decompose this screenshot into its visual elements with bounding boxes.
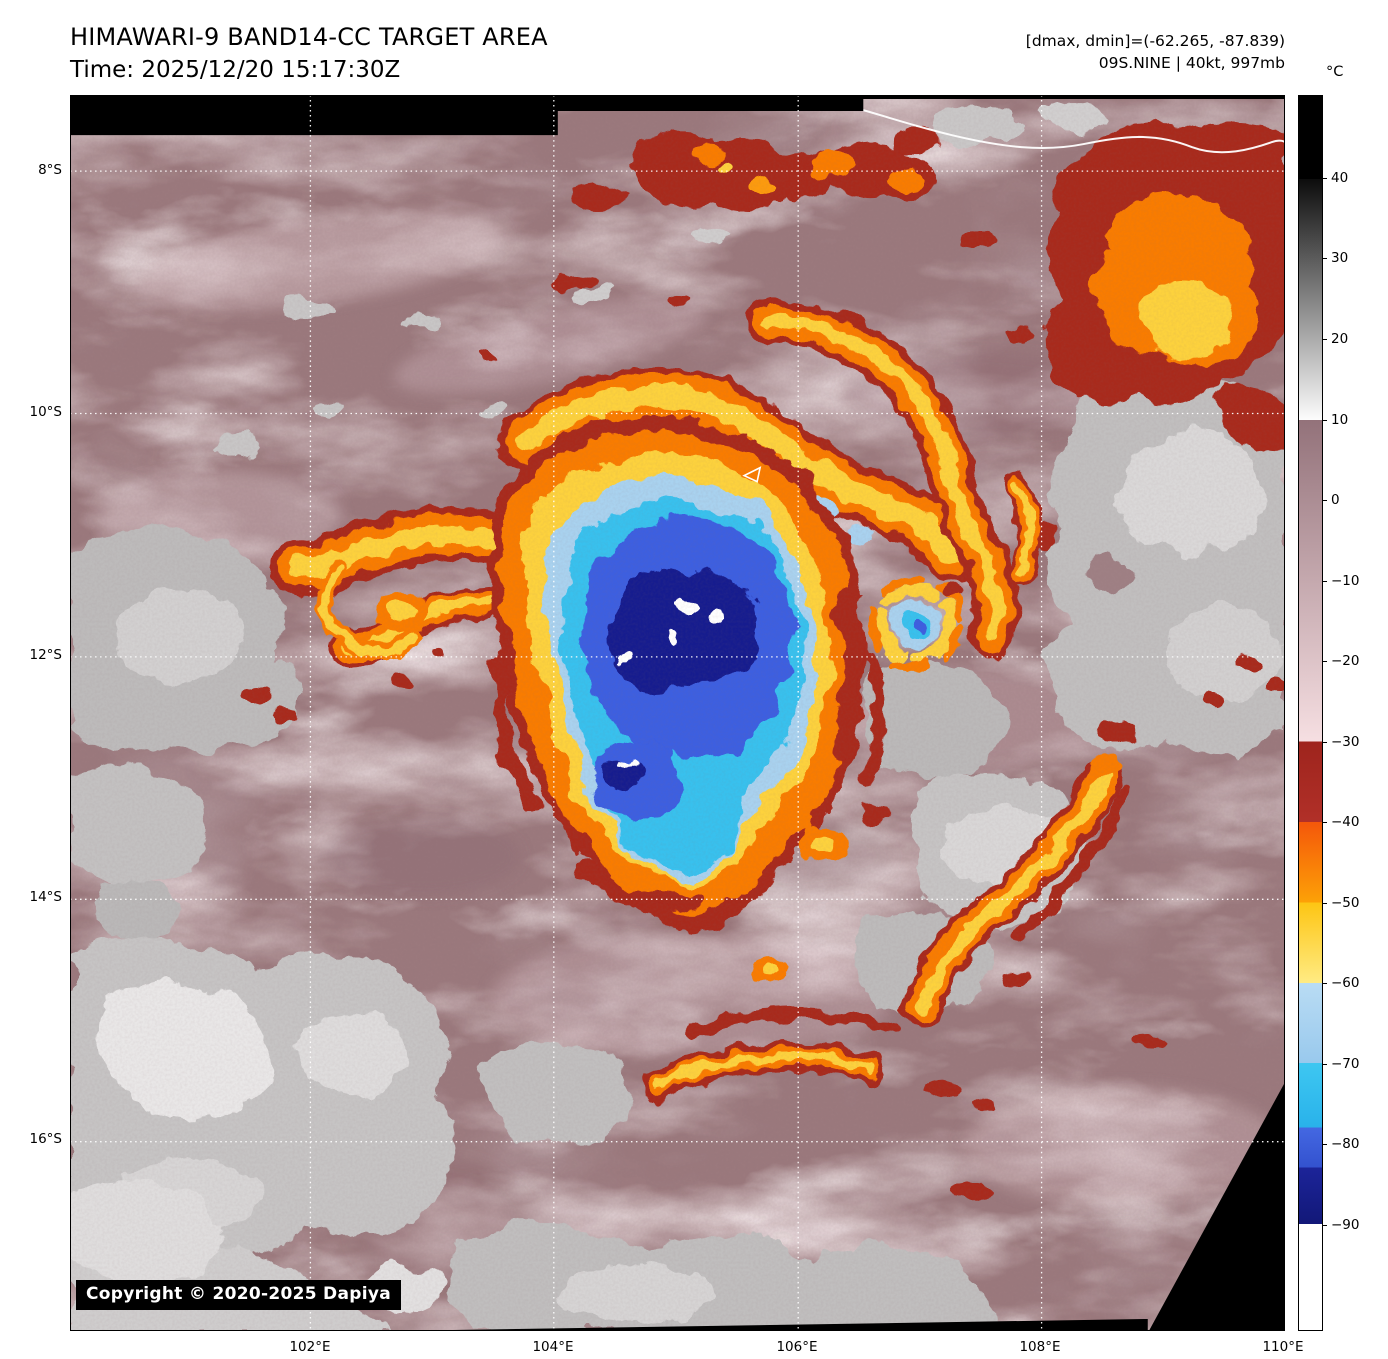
colorbar-tick-mark xyxy=(1323,177,1327,179)
colorbar-gradient xyxy=(1299,96,1322,1330)
product-time: Time: 2025/12/20 15:17:30Z xyxy=(70,57,401,83)
product-title: HIMAWARI-9 BAND14-CC TARGET AREA xyxy=(70,23,548,51)
colorbar-tick-mark xyxy=(1323,258,1327,260)
colorbar-tick-label: 40 xyxy=(1331,169,1349,186)
colorbar-tick-mark xyxy=(1323,500,1327,502)
colorbar-tick-label: −20 xyxy=(1331,653,1360,670)
colorbar-tick-label: 0 xyxy=(1331,492,1340,509)
colorbar-tick-mark xyxy=(1323,822,1327,824)
colorbar-tick-label: −90 xyxy=(1331,1216,1360,1233)
colorbar-tick-mark xyxy=(1323,983,1327,985)
lon-tick-label: 110°E xyxy=(1262,1339,1304,1355)
lat-tick-label: 14°S xyxy=(29,889,63,905)
dmax-dmin-readout: [dmax, dmin]=(-62.265, -87.839) xyxy=(1025,32,1285,50)
colorbar-tick-mark xyxy=(1323,419,1327,421)
scan-edges xyxy=(71,96,1284,1330)
colorbar-tick-mark xyxy=(1323,580,1327,582)
storm-center-marker xyxy=(742,466,762,483)
colorbar-tick-mark xyxy=(1323,1063,1327,1065)
coastline xyxy=(813,96,1284,154)
colorbar-tick-mark xyxy=(1323,902,1327,904)
colorbar-tick-mark xyxy=(1323,741,1327,743)
colorbar-tick-label: 10 xyxy=(1331,411,1349,428)
storm-readout: [dmax, dmin]=(-62.265, -87.839) 09S.NINE… xyxy=(1026,30,1285,74)
colorbar-tick-label: 20 xyxy=(1331,330,1349,347)
colorbar-tick-label: −50 xyxy=(1331,894,1360,911)
pixel-grain xyxy=(71,96,1284,1330)
colorbar-unit-label: °C xyxy=(1326,64,1344,80)
colorbar-tick-label: −10 xyxy=(1331,572,1360,589)
colorbar-tick-label: −40 xyxy=(1331,814,1360,831)
colorbar-tick-label: −60 xyxy=(1331,975,1360,992)
colorbar-tick-mark xyxy=(1323,1144,1327,1146)
copyright-badge: Copyright © 2020-2025 Dapiya xyxy=(76,1280,401,1310)
lat-tick-label: 16°S xyxy=(29,1131,63,1147)
satellite-map: Copyright © 2020-2025 Dapiya xyxy=(70,95,1285,1331)
lon-tick-label: 104°E xyxy=(532,1339,574,1355)
colorbar-tick-label: −30 xyxy=(1331,733,1360,750)
lat-tick-label: 10°S xyxy=(29,404,63,420)
header-titles: HIMAWARI-9 BAND14-CC TARGET AREA Time: 2… xyxy=(70,20,548,86)
colorbar-tick-mark xyxy=(1323,661,1327,663)
storm-id-intensity: 09S.NINE | 40kt, 997mb xyxy=(1098,54,1285,72)
lon-tick-label: 106°E xyxy=(776,1339,818,1355)
colorbar-tick-mark xyxy=(1323,338,1327,340)
satellite-scene xyxy=(71,96,1284,1330)
colorbar-tick-label: −70 xyxy=(1331,1055,1360,1072)
lon-tick-label: 108°E xyxy=(1019,1339,1061,1355)
graticule xyxy=(71,96,1284,1330)
lat-tick-label: 12°S xyxy=(29,647,63,663)
colorbar-tick-label: −80 xyxy=(1331,1136,1360,1153)
colorbar xyxy=(1298,95,1323,1331)
lon-tick-label: 102°E xyxy=(289,1339,331,1355)
colorbar-tick-mark xyxy=(1323,1224,1327,1226)
colorbar-tick-label: 30 xyxy=(1331,250,1349,267)
lat-tick-label: 8°S xyxy=(38,162,62,178)
